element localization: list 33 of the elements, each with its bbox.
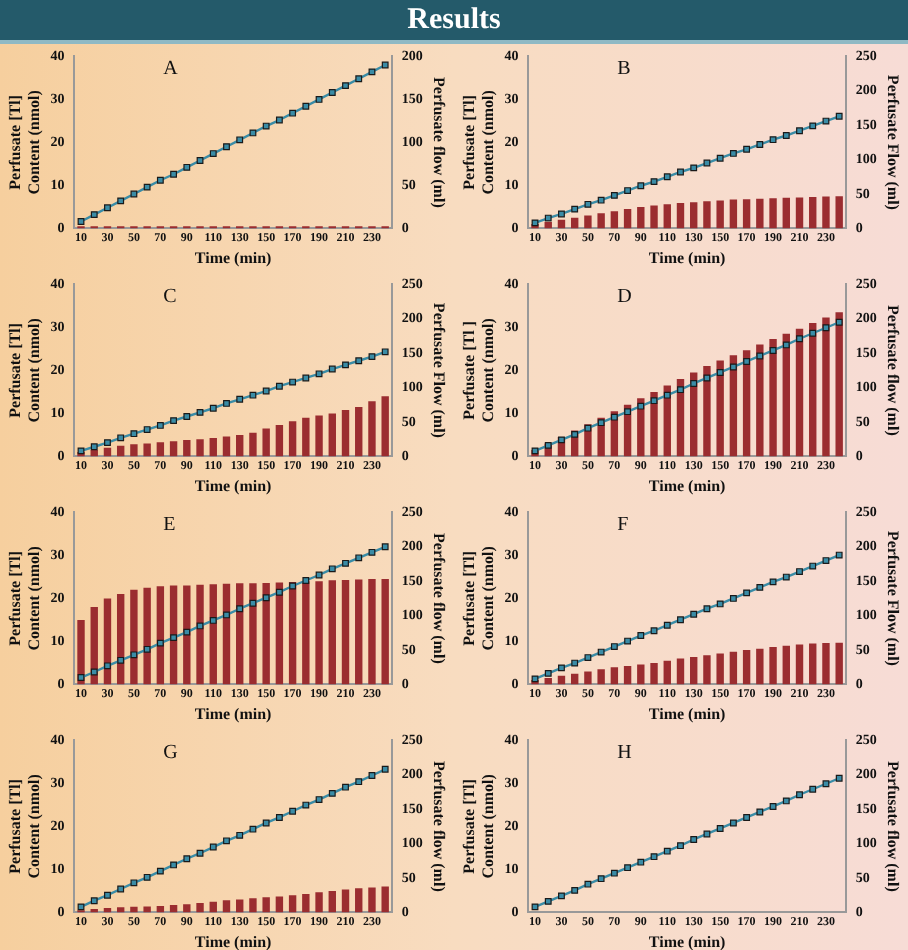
x-axis-title: Time (min) xyxy=(194,476,273,495)
chart-title: H xyxy=(617,741,632,764)
chart-title: C xyxy=(163,285,178,308)
x-axis-title: Time (min) xyxy=(194,704,273,723)
chart-title: D xyxy=(617,285,632,308)
y2-axis-title: Perfusate flow (ml) xyxy=(884,761,903,893)
x-axis-title: Time (min) xyxy=(648,932,727,950)
y-axis-title: Perfusate [Tl] Content (nmol) xyxy=(5,545,43,651)
y-axis-title: Perfusate [Tl] Content (nmol) xyxy=(5,317,43,423)
x-axis-title: Time (min) xyxy=(648,476,727,495)
y2-axis-title: Perfusate Flow (ml) xyxy=(430,302,449,439)
y2-axis-title: Perfusate Flow (ml) xyxy=(884,530,903,667)
y-axis-title: Perfusate [Tl] Content (nmol) xyxy=(459,545,497,651)
chart-title: E xyxy=(163,513,176,536)
y-axis-title: Perfusate [Tl] Content (nmol) xyxy=(459,89,497,195)
x-axis-title: Time (min) xyxy=(648,704,727,723)
y2-axis-title: Perfusate flow (ml) xyxy=(430,77,449,209)
y2-axis-title: Perfusate flow (ml) xyxy=(430,533,449,665)
y-axis-title: Perfusate [Tl] Content (nmol) xyxy=(5,89,43,195)
y2-axis-title: Perfusate Flow (ml) xyxy=(884,74,903,211)
y-axis-title: Perfusate [Tl] Content (nmol) xyxy=(5,773,43,879)
x-axis-title: Time (min) xyxy=(194,932,273,950)
y2-axis-title: Perfusate flow (ml) xyxy=(430,761,449,893)
text: Results xyxy=(407,4,501,36)
chart-title: G xyxy=(163,741,178,764)
chart-title: A xyxy=(163,57,180,80)
chart-title: F xyxy=(617,513,630,536)
chart-title: B xyxy=(617,57,632,80)
y-axis-title: Perfusate [Tl ] Content (nmol) xyxy=(459,317,497,423)
x-axis-title: Time (min) xyxy=(648,248,727,267)
y2-axis-title: Perfusate flow (ml) xyxy=(884,305,903,437)
y-axis-title: Perfusate [Tl] Content (nmol) xyxy=(459,773,497,879)
x-axis-title: Time (min) xyxy=(194,248,273,267)
